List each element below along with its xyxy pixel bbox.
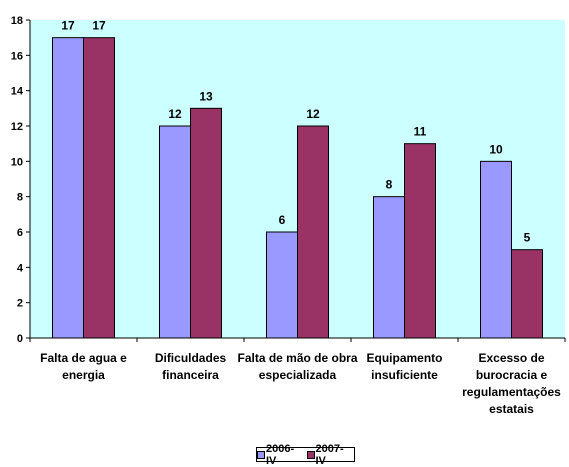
data-label: 13: [199, 89, 213, 103]
data-label: 6: [279, 213, 286, 227]
y-tick-label: 18: [11, 15, 23, 27]
y-tick-label: 8: [17, 192, 23, 204]
y-tick-label: 10: [11, 156, 23, 168]
y-tick-label: 4: [17, 262, 24, 274]
legend-swatch: [306, 450, 315, 459]
x-tick-label: Falta de agua e energia: [40, 351, 127, 382]
bar: [373, 196, 405, 339]
x-tick-label: Excesso de burocracia e regulamentações est…: [462, 351, 561, 416]
y-tick-label: 2: [17, 298, 23, 310]
legend-label: 2006-IV: [266, 442, 295, 467]
data-label: 17: [61, 19, 75, 33]
data-label: 11: [414, 125, 427, 139]
legend-item: 2006-IV: [257, 443, 305, 467]
legend-swatch: [257, 450, 265, 459]
bar: [52, 37, 84, 339]
y-tick-label: 6: [17, 227, 23, 239]
bar: [480, 160, 512, 339]
data-label: 5: [524, 231, 531, 245]
data-label: 10: [489, 142, 503, 156]
data-label: 12: [306, 107, 320, 121]
bar: [266, 231, 298, 339]
legend: 2006-IV 2007-IV: [256, 443, 355, 467]
data-label: 12: [168, 107, 182, 121]
bar: [159, 125, 191, 339]
bar: [511, 249, 543, 339]
legend-item: 2007-IV: [306, 442, 355, 467]
data-label: 8: [386, 178, 393, 192]
y-tick-label: 12: [11, 121, 23, 133]
x-tick-label: Equipamento insuficiente: [366, 351, 442, 382]
y-tick-label: 16: [11, 50, 23, 62]
bar: [190, 107, 222, 339]
bar: [404, 143, 436, 339]
x-tick-label: Dificuldades financeira: [155, 351, 227, 382]
legend-label: 2007-IV: [315, 442, 344, 467]
bar: [297, 125, 329, 339]
data-label: 17: [92, 19, 106, 33]
bar: [83, 37, 115, 339]
x-tick-label: Falta de mão de obra especializada: [237, 351, 357, 382]
y-tick-label: 14: [11, 86, 24, 98]
y-tick-label: 0: [17, 333, 23, 345]
